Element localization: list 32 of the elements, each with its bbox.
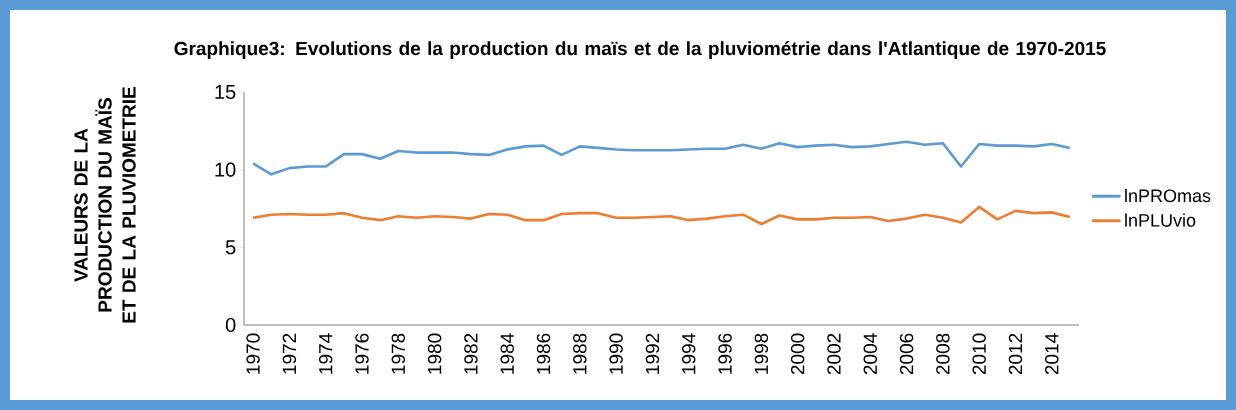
- x-tick-label: 2010: [972, 333, 986, 375]
- x-tick-label: 1988: [573, 333, 587, 374]
- x-tick-label: 1978: [391, 333, 406, 374]
- x-tick-label: 2004: [863, 333, 877, 375]
- y-axis-title: VALEURS DE LA PRODUCTION DU MAÏS ET DE LA PLUVIOMETRIE: [74, 87, 136, 323]
- x-tick-label: 1998: [754, 333, 769, 374]
- x-tick-label: 2008: [936, 333, 950, 375]
- x-tick-label: 1980: [427, 333, 442, 374]
- x-tick-label: 2000: [790, 333, 805, 375]
- line-series: [251, 205, 1072, 226]
- x-tick-label: 1994: [682, 333, 696, 374]
- y-tick-label: 0: [225, 317, 236, 333]
- x-tick-label: 1974: [318, 333, 333, 374]
- x-tick-label: 1992: [645, 333, 660, 374]
- x-tick-label: 1976: [355, 333, 369, 374]
- y-tick-label: 5: [225, 240, 236, 255]
- x-tick-label: 1986: [536, 333, 551, 374]
- x-tick-label: 1972: [282, 333, 297, 374]
- y-tick-label: 15: [215, 85, 236, 99]
- x-tick-label: 2014: [1045, 333, 1059, 375]
- x-tick-label: 1984: [500, 333, 514, 374]
- legend-label: lnPLUvio: [1125, 213, 1196, 227]
- x-tick-label: 1982: [464, 333, 478, 374]
- x-tick-label: 1990: [609, 333, 623, 374]
- x-tick-label: 2002: [827, 333, 841, 375]
- x-tick-label: 2012: [1008, 333, 1023, 375]
- x-tick-label: 2006: [899, 333, 914, 375]
- x-tick-label: 1996: [718, 333, 732, 374]
- legend-label: lnPROmas: [1125, 188, 1211, 203]
- x-tick-label: 1970: [246, 333, 260, 374]
- y-tick-label: 10: [215, 162, 236, 177]
- chart-title: Graphique3: Evolutions de la production du maïs et de la pluviométrie dans l'Atlantique de 1970-2015: [174, 41, 1106, 59]
